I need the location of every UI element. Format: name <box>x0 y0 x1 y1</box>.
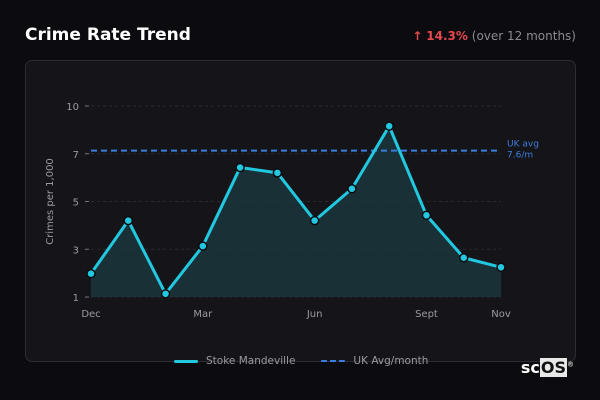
y-tick-label: 10 <box>66 102 79 113</box>
chart-title: Crime Rate Trend <box>25 25 191 45</box>
data-point <box>198 241 208 251</box>
series-area <box>91 126 501 298</box>
legend-swatch-series <box>174 359 198 363</box>
data-point <box>496 262 506 273</box>
legend-label-reference: UK Avg/month <box>353 355 429 367</box>
data-point <box>384 121 394 131</box>
change-value: 14.3% <box>426 29 468 43</box>
y-tick-label: 1 <box>73 293 79 304</box>
x-tick-label: Nov <box>491 309 511 320</box>
x-tick-label: Mar <box>193 309 213 320</box>
up-arrow-icon: ↑ <box>412 29 423 43</box>
trend-change: ↑ 14.3% (over 12 months) <box>412 29 576 43</box>
y-tick-label: 7 <box>73 150 79 161</box>
data-point <box>160 289 171 299</box>
legend-label-series: Stoke Mandeville <box>206 355 296 367</box>
y-tick-label: 3 <box>73 245 79 256</box>
change-note: (over 12 months) <box>471 29 576 43</box>
data-point <box>347 184 357 194</box>
data-point <box>272 168 283 178</box>
data-point <box>458 252 469 263</box>
reference-value-label: 7.6/m <box>507 151 533 161</box>
x-tick-label: Jun <box>306 309 323 320</box>
scos-logo: scOS® <box>520 358 574 377</box>
data-point <box>309 215 320 226</box>
data-point <box>235 162 245 173</box>
reference-label: UK avg <box>507 140 539 150</box>
data-point <box>86 268 96 279</box>
series-line <box>89 124 502 296</box>
legend: Stoke Mandeville UK Avg/month <box>174 355 428 367</box>
y-tick-label: 5 <box>73 198 79 209</box>
x-tick-label: Sept <box>415 309 438 320</box>
data-point <box>421 210 432 221</box>
legend-swatch-reference <box>321 360 346 362</box>
y-axis-label: Crimes per 1,000 <box>45 158 56 245</box>
x-tick-label: Dec <box>81 309 100 320</box>
data-point <box>123 215 134 226</box>
